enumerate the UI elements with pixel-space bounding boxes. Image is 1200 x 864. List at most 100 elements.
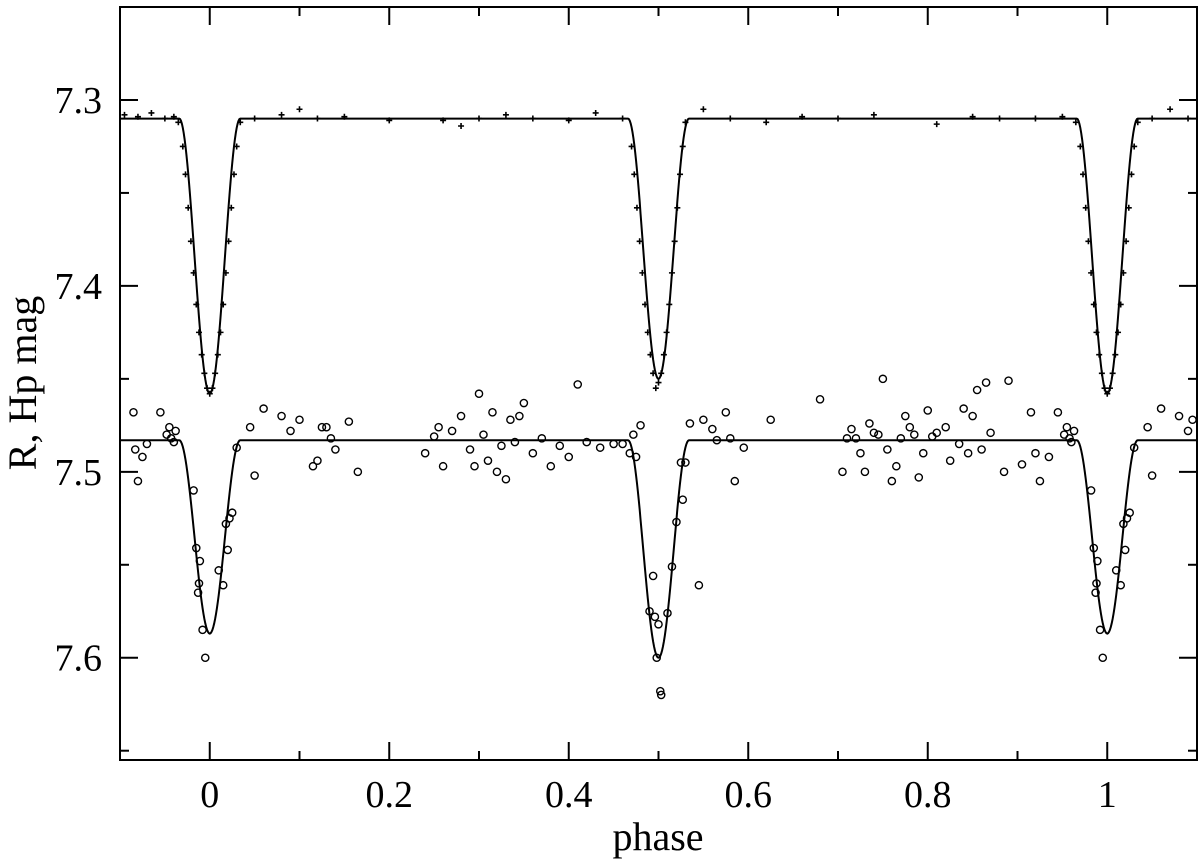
plus-point — [996, 115, 1003, 122]
plus-point — [933, 121, 940, 128]
plus-point — [633, 204, 640, 211]
circle-point — [712, 435, 722, 445]
plus-point — [502, 111, 509, 118]
circle-point — [652, 653, 662, 663]
circle-point — [618, 439, 627, 449]
circle-point — [189, 486, 198, 495]
plus-point — [1125, 204, 1132, 211]
circle-point — [1188, 415, 1197, 425]
circle-point — [259, 404, 268, 413]
circle-point — [1129, 443, 1139, 452]
plus-point — [663, 329, 670, 336]
circle-point — [546, 461, 556, 471]
circle-point — [869, 428, 879, 438]
x-tick-label: 0.4 — [545, 774, 593, 816]
circle-point — [860, 467, 870, 477]
plus-point — [214, 351, 221, 358]
plus-point — [666, 301, 673, 308]
circle-point — [434, 422, 443, 432]
circle-point — [564, 452, 574, 462]
y-tick-label: 7.6 — [55, 638, 103, 680]
plus-point — [660, 351, 667, 358]
plus-point — [1085, 238, 1092, 245]
series-1-points — [121, 106, 1192, 397]
circle-point — [1067, 437, 1076, 447]
plus-point — [187, 238, 194, 245]
plus-point — [148, 109, 155, 116]
circle-point — [142, 439, 152, 449]
circle-point — [981, 378, 991, 387]
plus-point — [650, 370, 657, 377]
circle-point — [1120, 545, 1130, 555]
plus-point — [278, 111, 285, 118]
circle-point — [277, 411, 286, 421]
plus-point — [175, 119, 182, 126]
y-tick-label: 7.3 — [55, 80, 103, 122]
circle-point — [474, 389, 484, 399]
data-points — [121, 106, 1197, 700]
plus-point — [121, 111, 128, 118]
plus-point — [296, 106, 303, 113]
plus-point — [835, 115, 841, 122]
circle-point — [1035, 476, 1045, 486]
circle-point — [730, 476, 740, 486]
circle-point — [1092, 579, 1101, 588]
plus-point — [182, 171, 189, 178]
plus-point — [233, 143, 240, 150]
circle-point — [429, 432, 439, 441]
plus-point — [1090, 301, 1097, 308]
x-axis-title: phase — [612, 814, 703, 859]
circle-point — [1125, 508, 1134, 518]
plus-point — [799, 113, 806, 120]
plus-point — [647, 351, 654, 358]
circle-point — [851, 434, 861, 443]
circle-point — [699, 415, 708, 425]
plus-point — [1096, 351, 1103, 358]
circle-point — [313, 456, 322, 465]
circle-point — [645, 606, 654, 616]
circle-point — [941, 422, 951, 432]
plus-point — [677, 171, 684, 178]
circle-point — [326, 434, 336, 443]
circle-point — [672, 517, 681, 527]
circle-point — [838, 467, 847, 477]
plus-point — [1112, 351, 1119, 358]
plus-point — [206, 390, 213, 397]
circle-point — [245, 422, 255, 432]
plus-point — [222, 269, 229, 276]
circle-point — [194, 579, 204, 588]
y-tick-label: 7.4 — [55, 266, 103, 308]
circle-point — [625, 448, 635, 458]
plus-point — [230, 171, 237, 178]
circle-point — [721, 408, 731, 417]
circle-point — [629, 430, 638, 439]
plus-point — [700, 106, 707, 113]
circle-point — [1093, 556, 1102, 566]
circle-point — [1069, 426, 1079, 436]
circle-point — [914, 473, 924, 482]
circle-point — [1031, 448, 1040, 458]
plus-point — [1093, 329, 1100, 336]
circle-point — [1147, 471, 1157, 480]
circle-point — [515, 411, 524, 421]
circle-point — [501, 474, 511, 484]
circle-point — [954, 439, 964, 449]
circle-point — [678, 495, 688, 505]
circle-point — [1156, 404, 1166, 413]
circle-point — [1089, 543, 1099, 553]
circle-point — [648, 571, 658, 581]
plus-point — [251, 115, 258, 122]
circle-point — [214, 566, 224, 575]
plus-point — [671, 238, 678, 245]
plus-point — [1101, 385, 1108, 392]
axis-ticks — [119, 7, 1198, 760]
circle-point — [510, 437, 520, 447]
plus-point — [763, 119, 770, 126]
circle-point — [842, 434, 852, 443]
circle-point — [999, 467, 1009, 477]
circle-point — [488, 408, 497, 417]
circle-point — [1143, 422, 1152, 432]
circle-point — [1062, 422, 1072, 432]
plus-point — [314, 115, 321, 122]
circle-point — [847, 424, 856, 434]
